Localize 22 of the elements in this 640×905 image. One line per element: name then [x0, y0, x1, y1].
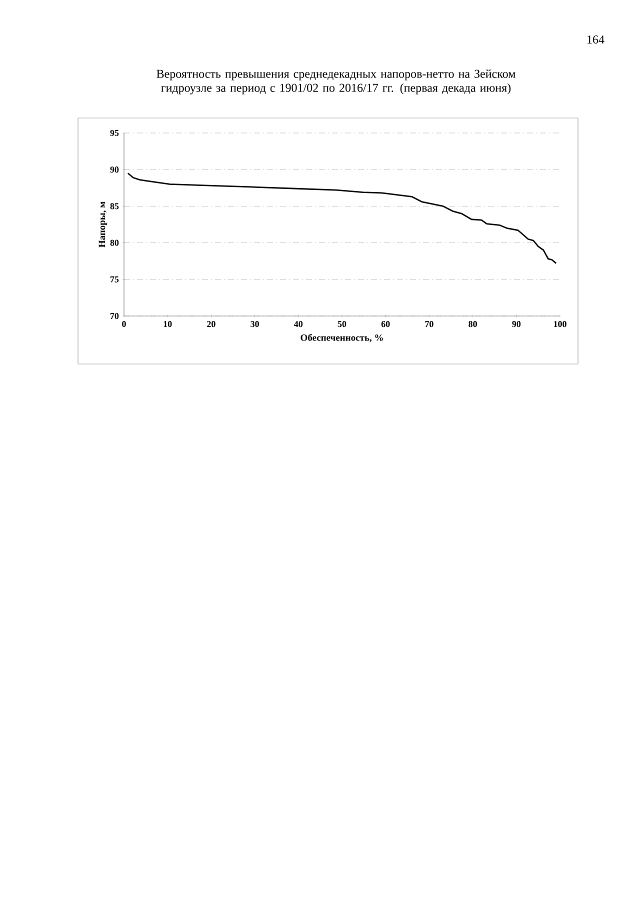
y-tick-label: 85	[110, 203, 119, 210]
x-tick-label: 60	[381, 321, 390, 328]
y-tick-label: 80	[110, 240, 119, 246]
text: 164	[588, 36, 604, 44]
x-tick-label: 20	[207, 321, 216, 328]
x-tick-label: 30	[250, 321, 259, 328]
x-tick-label: 70	[425, 321, 434, 328]
x-axis-title: Обеспеченность, %	[300, 334, 383, 342]
y-tick-label: 70	[110, 312, 119, 320]
y-tick-label: 90	[110, 166, 119, 173]
line-series	[127, 172, 557, 264]
x-tick-label: 90	[512, 321, 521, 328]
x-tick-label: 100	[554, 321, 566, 328]
x-tick-label: 80	[468, 321, 477, 328]
x-tick-label: 40	[294, 321, 303, 328]
y-tick-label: 95	[110, 130, 119, 136]
y-axis-title: Напоры, м	[98, 202, 108, 248]
x-tick-label: 50	[338, 321, 346, 328]
chart-title: Вероятность превышения среднедекадных напоров-нетто на Зейском гидроузле за период с 1901/02 по 2016/17 гг. (первая декада июня)	[156, 70, 516, 94]
x-tick-label: 0	[122, 321, 126, 328]
y-tick-label: 75	[110, 276, 119, 282]
x-tick-label: 10	[164, 321, 172, 328]
